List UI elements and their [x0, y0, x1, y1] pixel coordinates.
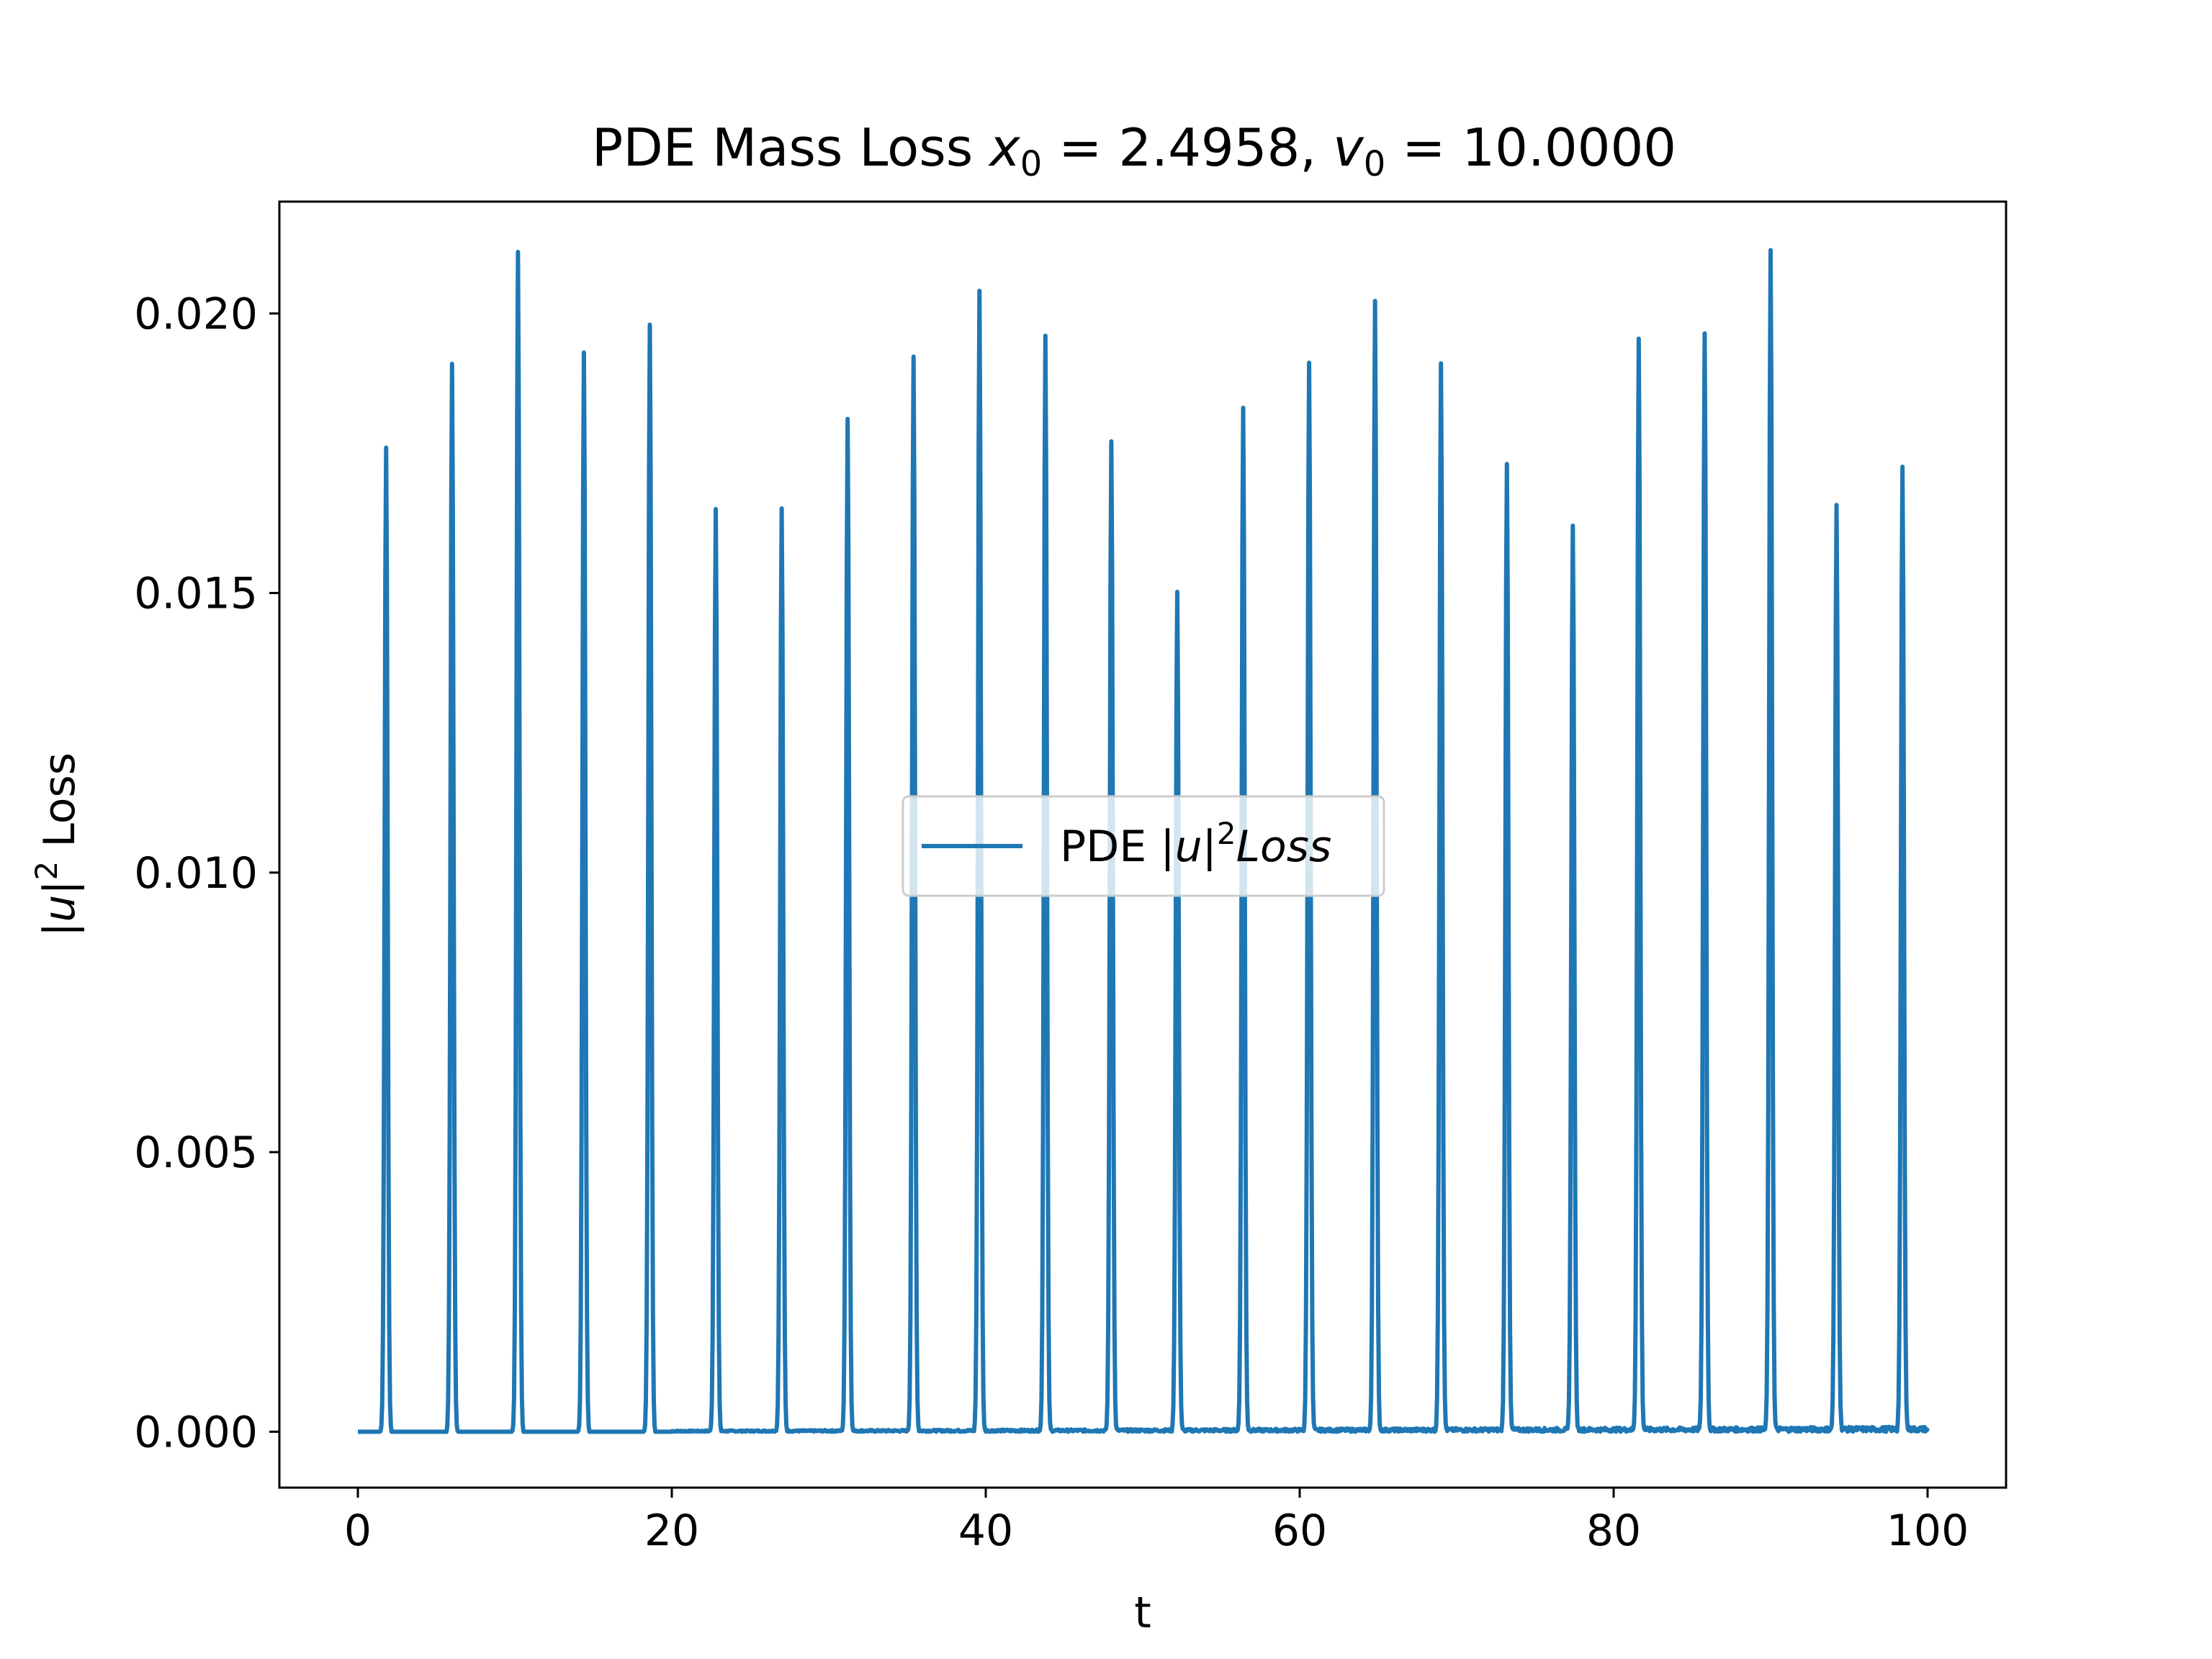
series-line-pde-loss	[356, 248, 1930, 1434]
y-axis-label: |u|2 Loss	[29, 752, 85, 937]
y-tick-label: 0.010	[134, 848, 258, 899]
x-tick-label: 20	[644, 1506, 699, 1556]
legend-label: PDE |u|2Loss	[1060, 816, 1331, 872]
x-tick-label: 40	[958, 1506, 1013, 1556]
y-axis-ticks: 0.000 0.005 0.010 0.015 0.020	[134, 289, 279, 1457]
x-axis-ticks: 0 20 40 60 80 100	[344, 1488, 1969, 1556]
chart-title: PDE Mass Loss x0 = 2.4958, v0 = 10.0000	[592, 117, 1676, 184]
x-axis-label: t	[1134, 1588, 1151, 1638]
y-tick-label: 0.015	[134, 569, 258, 619]
plot-area	[356, 248, 1930, 1434]
x-tick-label: 0	[344, 1506, 372, 1556]
legend-box	[902, 795, 1385, 897]
y-tick-label: 0.005	[134, 1128, 258, 1178]
x-tick-label: 100	[1887, 1506, 1969, 1556]
x-tick-label: 80	[1586, 1506, 1641, 1556]
y-tick-label: 0.000	[134, 1407, 258, 1457]
legend: PDE |u|2Loss	[902, 795, 1385, 897]
axes-frame	[278, 200, 2008, 1489]
x-tick-label: 60	[1272, 1506, 1327, 1556]
y-tick-label: 0.020	[134, 289, 258, 339]
